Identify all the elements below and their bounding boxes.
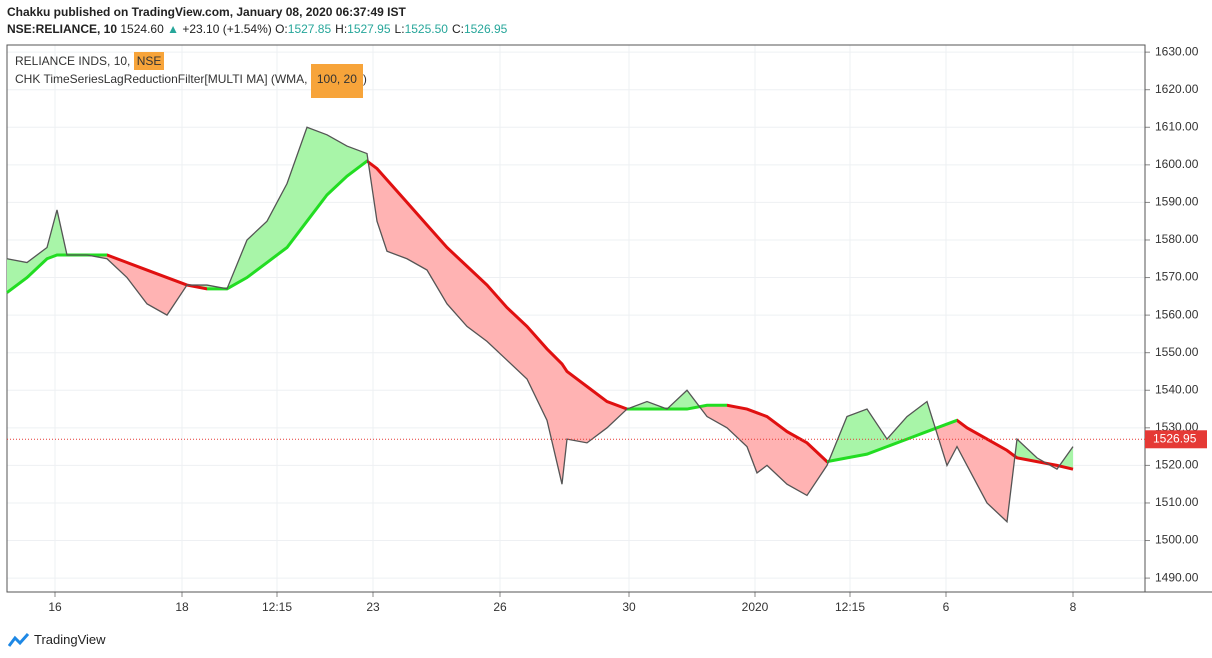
fill-area	[547, 348, 562, 485]
fill-area	[757, 412, 767, 473]
fill-area	[767, 416, 787, 485]
x-tick-label: 12:15	[262, 600, 292, 614]
y-tick-label: 1490.00	[1155, 570, 1199, 584]
legend-symbol: RELIANCE INDS, 10, NSE	[15, 52, 165, 70]
fill-area	[707, 405, 727, 428]
legend-close: )	[362, 72, 367, 86]
fill-area	[567, 371, 587, 443]
fill-area	[467, 266, 487, 342]
plot-frame	[6, 44, 1146, 593]
fill-area	[127, 262, 147, 304]
legend-study: CHK TimeSeriesLagReductionFilter[MULTI M…	[15, 64, 367, 98]
x-tick-label: 30	[622, 600, 636, 614]
fill-area	[247, 221, 267, 278]
ohlc-value: 1525.50	[404, 22, 448, 36]
fill-area	[907, 401, 927, 440]
legend-study-name: CHK TimeSeriesLagReductionFilter[MULTI M…	[15, 72, 311, 86]
ohlc-value: 1527.95	[347, 22, 391, 36]
last-price-box	[1145, 430, 1207, 449]
fill-area	[507, 307, 527, 379]
fill-area	[147, 270, 167, 316]
x-tick-label: 23	[366, 600, 380, 614]
ohlc-value: 1526.95	[463, 22, 508, 36]
fill-area	[27, 247, 47, 278]
fill-area	[7, 258, 27, 293]
x-tick-label: 2020	[742, 600, 769, 614]
byline-text: Chakku published on TradingView.com, Jan…	[7, 5, 406, 19]
fill-area	[787, 431, 807, 496]
legend-name: RELIANCE INDS, 10,	[15, 54, 134, 68]
fill-area	[947, 420, 957, 466]
y-tick-label: 1500.00	[1155, 533, 1199, 547]
ohlc-label: H:	[335, 22, 348, 36]
fill-area	[377, 168, 387, 252]
fill-area	[847, 409, 867, 458]
y-tick-label: 1610.00	[1155, 119, 1199, 133]
fill-area	[307, 127, 327, 222]
y-tick-label: 1620.00	[1155, 82, 1199, 96]
fill-area	[387, 179, 407, 259]
ohlc-label: C:	[451, 22, 464, 36]
arrow: ▲	[167, 22, 179, 36]
y-tick-label: 1590.00	[1155, 195, 1199, 209]
ohlc-value: 1527.85	[287, 22, 332, 36]
x-tick-label: 8	[1070, 600, 1077, 614]
last-price-label: 1526.95	[1153, 431, 1197, 445]
fill-area	[267, 183, 287, 263]
ohlc-label: L:	[394, 22, 405, 36]
last: 1524.60	[120, 22, 164, 36]
x-tick-label: 12:15	[835, 600, 865, 614]
footer: TradingView	[8, 632, 106, 647]
fill-area	[747, 409, 757, 473]
footer-text: TradingView	[34, 632, 106, 647]
fill-area	[447, 247, 467, 327]
y-tick-label: 1540.00	[1155, 382, 1199, 396]
logo	[8, 632, 30, 647]
quote-line: NSE:RELIANCE, 10 1524.60 ▲ +23.10 (+1.54…	[7, 22, 511, 36]
change: +23.10 (+1.54%)	[182, 22, 272, 36]
y-tick-label: 1570.00	[1155, 270, 1199, 284]
ma-line	[6, 159, 1074, 471]
y-tick-label: 1510.00	[1155, 495, 1199, 509]
y-tick-label: 1520.00	[1155, 458, 1199, 472]
fill-area	[957, 420, 967, 466]
y-tick-label: 1600.00	[1155, 157, 1199, 171]
fill-area	[562, 363, 567, 485]
fill-area	[427, 224, 447, 304]
y-tick-label: 1560.00	[1155, 307, 1199, 321]
fill-area	[987, 439, 1007, 522]
legend-exchange: NSE	[133, 52, 165, 70]
fill-area	[587, 386, 607, 443]
symbol: NSE:RELIANCE, 10	[7, 22, 118, 36]
fill-area	[287, 127, 307, 248]
legend-params: 100, 20	[310, 64, 363, 98]
y-tick-label: 1580.00	[1155, 232, 1199, 246]
y-tick-label: 1550.00	[1155, 345, 1199, 359]
y-tick-label: 1630.00	[1155, 44, 1199, 58]
x-tick-label: 18	[175, 600, 189, 614]
fill-area	[347, 146, 367, 177]
fill-area	[1017, 439, 1037, 462]
ohlc-label: O:	[275, 22, 288, 36]
fill-area	[527, 326, 547, 421]
fill-area	[107, 255, 127, 278]
ohlc: O:1527.85 H:1527.95 L:1525.50 C:1526.95	[275, 22, 511, 36]
fill-area	[967, 427, 987, 503]
x-tick-label: 26	[493, 600, 507, 614]
fill-area	[47, 209, 57, 259]
byline: Chakku published on TradingView.com, Jan…	[7, 5, 406, 19]
fill-area	[167, 277, 187, 316]
fill-area	[867, 409, 887, 455]
x-tick-label: 6	[943, 600, 950, 614]
price-line	[6, 126, 1074, 524]
fill-area	[727, 405, 747, 447]
x-tick-label: 16	[48, 600, 62, 614]
fill-area	[807, 442, 827, 496]
